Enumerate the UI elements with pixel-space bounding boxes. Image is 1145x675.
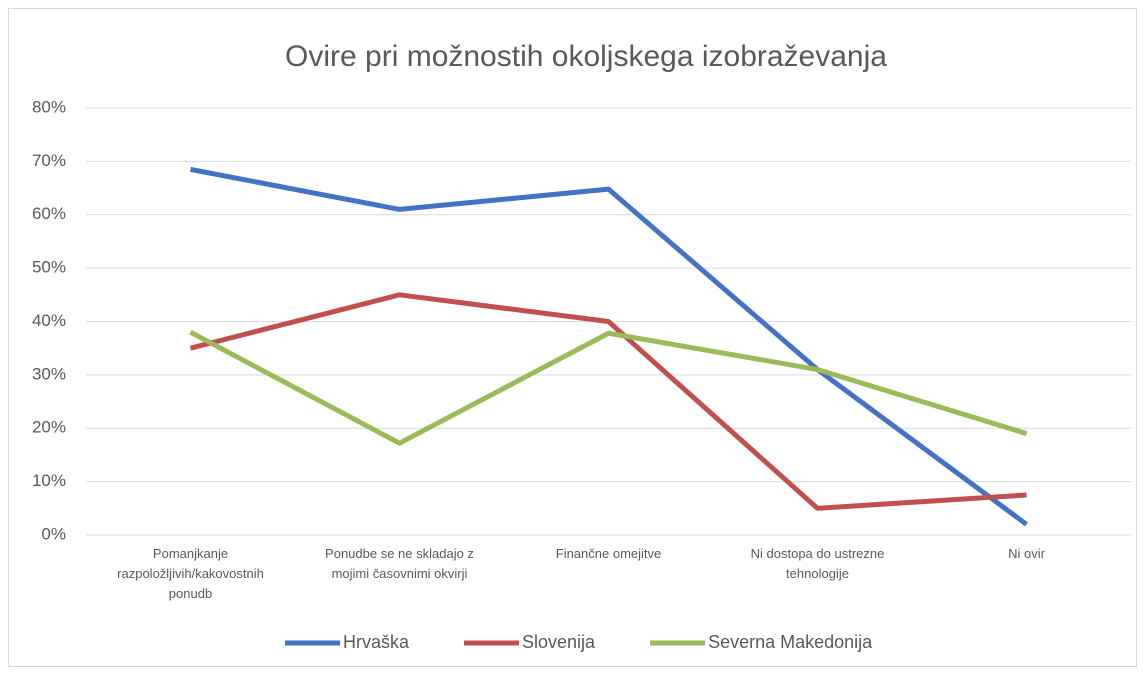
y-tick-label: 30% — [32, 364, 66, 383]
y-tick-label: 60% — [32, 204, 66, 223]
legend-label: Severna Makedonija — [708, 632, 873, 652]
y-tick-label: 0% — [41, 524, 66, 543]
y-tick-label: 10% — [32, 471, 66, 490]
x-tick-label: Finančne omejitve — [555, 546, 662, 561]
x-tick-label: Ni ovir — [1008, 546, 1045, 561]
x-tick-label: Ponudbe se ne skladajo z mojimi časovnim… — [325, 546, 474, 581]
y-tick-label: 50% — [32, 258, 66, 277]
chart-border — [8, 8, 1137, 667]
y-tick-label: 20% — [32, 418, 66, 437]
x-tick-label: Pomanjkanje razpoložljivih/kakovostnih p… — [117, 546, 264, 601]
y-tick-label: 40% — [32, 311, 66, 330]
series-line — [189, 329, 1028, 446]
legend-label: Hrvaška — [343, 632, 410, 652]
x-tick-label: Ni dostopa do ustrezne tehnologije — [750, 546, 885, 581]
y-tick-label: 80% — [32, 97, 66, 116]
y-tick-label: 70% — [32, 151, 66, 170]
series-line — [190, 166, 1028, 527]
series-line — [189, 292, 1027, 511]
legend-label: Slovenija — [522, 632, 596, 652]
chart-title: Ovire pri možnostih okoljskega izobražev… — [285, 40, 887, 73]
